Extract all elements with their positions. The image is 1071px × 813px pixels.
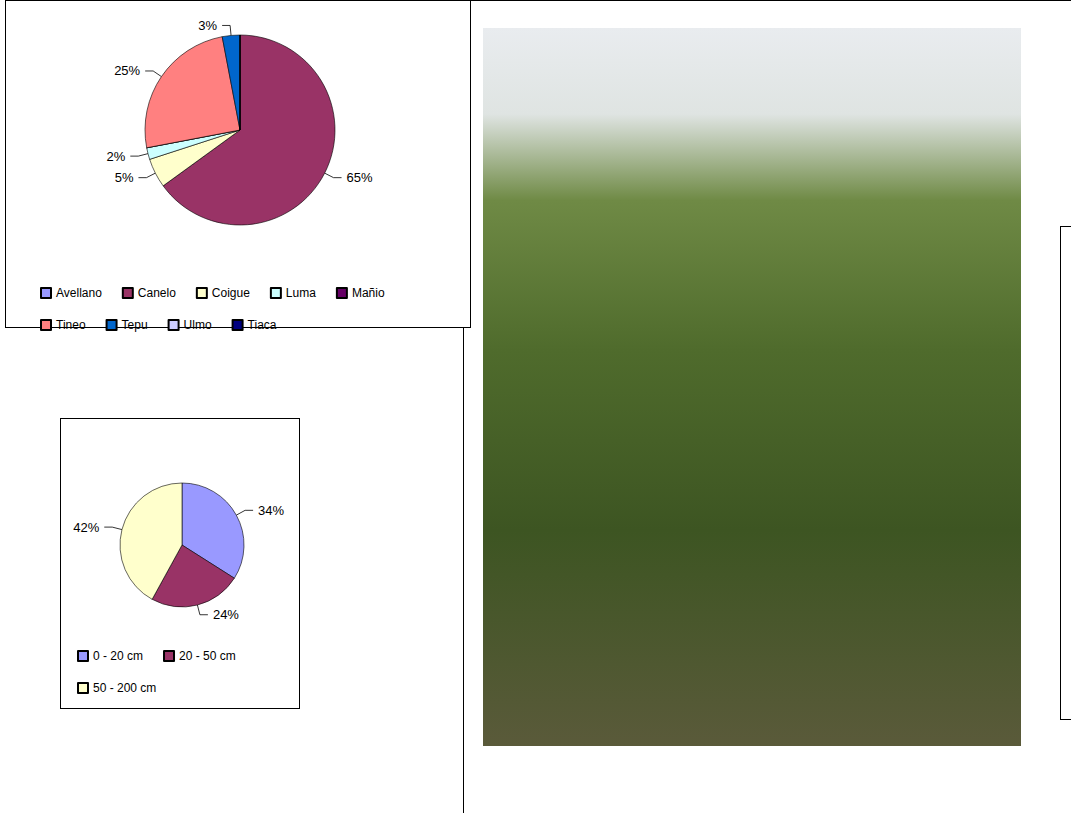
svg-text:50 - 200 cm: 50 - 200 cm [93,681,156,695]
svg-text:65%: 65% [347,170,373,185]
svg-text:34%: 34% [258,503,284,518]
svg-text:20 - 50 cm: 20 - 50 cm [179,649,236,663]
svg-text:25%: 25% [114,63,140,78]
svg-text:24%: 24% [213,607,239,622]
svg-text:0 - 20 cm: 0 - 20 cm [93,649,143,663]
svg-text:3%: 3% [198,18,217,33]
svg-text:Coigue: Coigue [212,286,250,300]
svg-text:Tineo: Tineo [56,318,86,332]
svg-text:2%: 2% [107,149,126,164]
svg-text:Ulmo: Ulmo [184,318,212,332]
svg-text:Canelo: Canelo [138,286,176,300]
svg-text:42%: 42% [73,520,99,535]
svg-text:Mañio: Mañio [352,286,385,300]
svg-text:5%: 5% [115,170,134,185]
svg-text:Tepu: Tepu [122,318,148,332]
svg-text:Tiaca: Tiaca [248,318,277,332]
svg-text:Luma: Luma [286,286,316,300]
svg-text:Avellano: Avellano [56,286,102,300]
